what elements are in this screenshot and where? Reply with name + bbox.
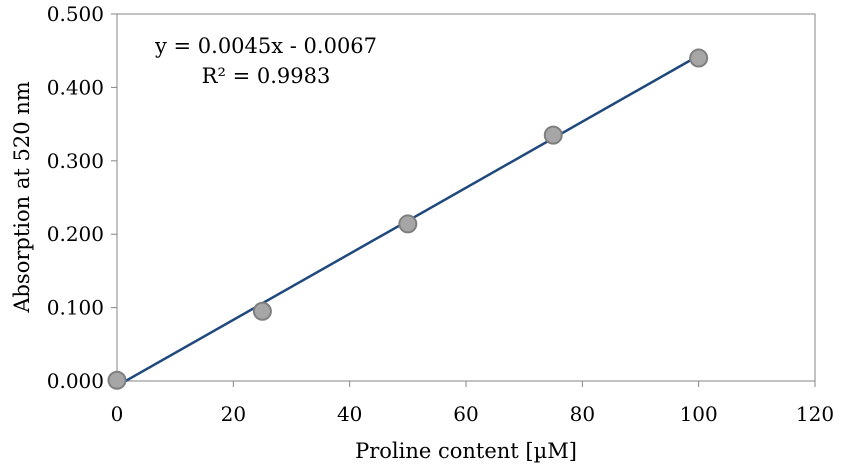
data-point (689, 48, 709, 68)
y-tick-label: 0.000 (47, 369, 104, 393)
data-points (107, 48, 709, 390)
y-tick-label: 0.100 (47, 296, 104, 320)
data-point (107, 370, 127, 390)
x-tick-label: 80 (570, 402, 595, 426)
x-tick-label: 0 (111, 402, 124, 426)
x-tick-label: 120 (796, 402, 834, 426)
data-point (252, 301, 272, 321)
x-axis-title: Proline content [µM] (355, 439, 577, 463)
y-tick-label: 0.400 (47, 75, 104, 99)
data-point (543, 125, 563, 145)
y-axis-ticks: 0.000 0.100 0.200 0.300 0.400 0.500 (47, 2, 117, 393)
r-squared-label: R² = 0.9983 (202, 64, 331, 88)
y-axis-title: Absorption at 520 nm (10, 81, 34, 313)
data-point (398, 214, 418, 234)
x-tick-label: 20 (221, 402, 246, 426)
x-tick-label: 100 (680, 402, 718, 426)
x-tick-label: 40 (337, 402, 362, 426)
x-tick-label: 60 (453, 402, 478, 426)
y-tick-label: 0.500 (47, 2, 104, 26)
y-tick-label: 0.200 (47, 222, 104, 246)
x-axis-ticks: 0 20 40 60 80 100 120 (111, 381, 834, 426)
y-tick-label: 0.300 (47, 149, 104, 173)
trendline-equation: y = 0.0045x - 0.0067 (154, 34, 377, 58)
